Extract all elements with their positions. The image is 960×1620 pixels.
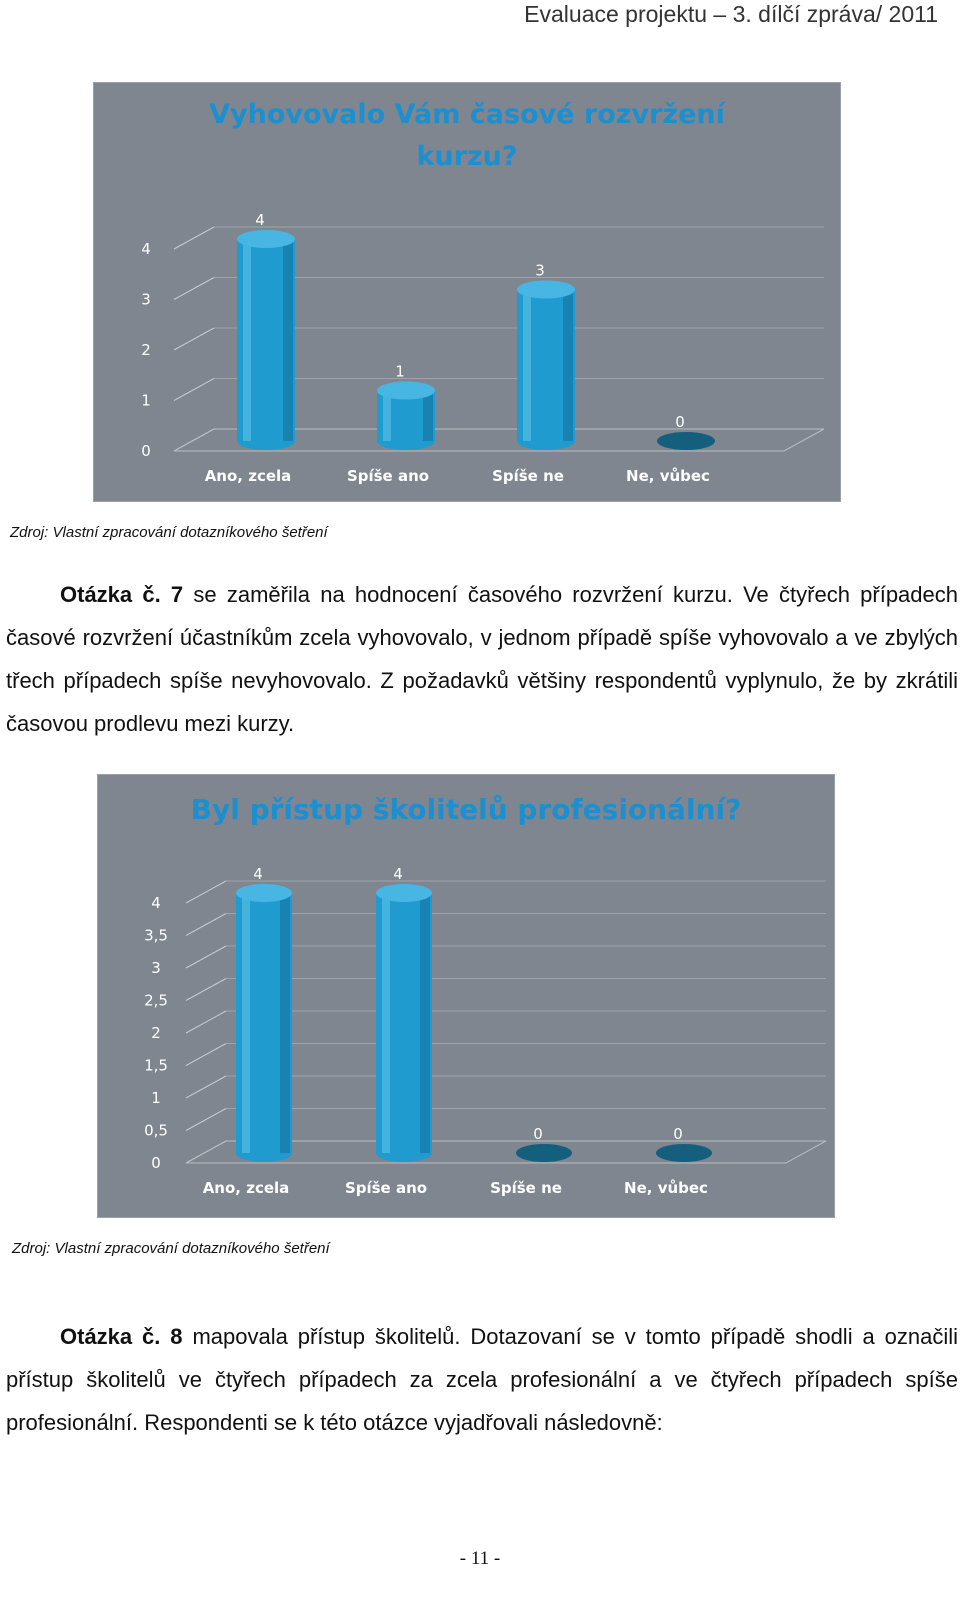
bar-highlight [243,239,251,441]
bar-highlight [383,390,391,441]
y-tick-label: 1 [151,1089,161,1107]
question-8-paragraph: Otázka č. 8 mapovala přístup školitelů. … [6,1315,958,1444]
y-tick-label: 3 [141,291,151,309]
y-tick-label: 3 [151,959,161,977]
bar [377,381,435,450]
y-tick-label: 4 [141,240,151,258]
bar-shade [423,390,433,441]
y-tick-label: 0 [151,1154,161,1172]
bar-top [656,1144,712,1162]
chart-floor [185,1140,827,1164]
category-label: Spíše ano [347,467,429,485]
gridline-side [173,378,215,401]
bar-body [237,239,295,450]
gridline-side [185,1108,227,1131]
y-tick-label: 2,5 [144,992,168,1010]
chart-source-note: Zdroj: Vlastní zpracování dotazníkového … [10,524,328,541]
bar-top [377,381,435,400]
bar-body [377,390,435,450]
bar-shade [280,893,290,1153]
question-7-label: Otázka č. 7 [60,582,184,607]
category-label: Spíše ne [492,467,564,485]
bar-body [517,289,575,450]
data-label: 4 [255,211,265,229]
y-tick-label: 1,5 [144,1057,168,1075]
chart-title-line: Vyhovovalo Vám časové rozvržení [209,99,727,130]
bar [236,884,292,1162]
bar-shade [420,893,430,1153]
question-8-text: mapovala přístup školitelů. Dotazovaní s… [6,1324,958,1435]
data-label: 3 [535,262,545,280]
category-label: Spíše ne [490,1179,562,1197]
data-label: 0 [675,413,685,431]
gridline-side [185,913,227,936]
y-tick-label: 3,5 [144,927,168,945]
bar [656,1144,712,1162]
bar-top [237,230,295,248]
bar-highlight [242,893,250,1153]
chart-title-line: kurzu? [416,141,517,172]
bar [516,1144,572,1162]
chart-trainer-approach-svg: Byl přístup školitelů profesionální? 0 0,5… [144,793,827,1197]
y-tick-label: 2 [141,341,151,359]
gridline-side [185,1043,227,1066]
data-label: 0 [533,1125,543,1143]
data-label: 4 [393,865,403,883]
chart-floor [173,428,825,452]
category-label: Ne, vůbec [626,467,710,485]
category-label: Spíše ano [345,1179,427,1197]
question-7-paragraph: Otázka č. 7 se zaměřila na hodnocení čas… [6,573,958,745]
data-label: 4 [253,865,263,883]
bar [376,884,432,1162]
bar-shade [563,289,573,441]
y-tick-label: 0 [141,442,151,460]
chart-trainer-approach: Byl přístup školitelů profesionální? 0 0,5… [97,774,835,1218]
page-header: Evaluace projektu – 3. dílčí zpráva/ 201… [524,1,938,27]
bar-highlight [382,893,390,1153]
chart-time-schedule: Vyhovovalo Vám časové rozvržení kurzu? 0 1 2… [93,82,841,502]
gridline-side [173,327,215,351]
question-8-label: Otázka č. 8 [60,1324,183,1349]
gridline-side [185,1010,227,1034]
gridline-side [185,880,227,904]
chart-time-schedule-svg: Vyhovovalo Vám časové rozvržení kurzu? 0 1 2… [141,99,825,485]
category-label: Ne, vůbec [624,1179,708,1197]
category-label: Ano, zcela [205,467,292,485]
bar-top [376,884,432,902]
chart-source-note: Zdroj: Vlastní zpracování dotazníkového … [12,1240,330,1257]
data-label: 1 [395,363,405,381]
bar [517,280,575,450]
data-label: 0 [673,1125,683,1143]
bar-shade [283,239,293,441]
y-tick-label: 0,5 [144,1122,168,1140]
y-tick-label: 2 [151,1024,161,1042]
bar [237,230,295,450]
bar-top [516,1144,572,1162]
bar-top [517,280,575,299]
y-tick-label: 1 [141,392,151,410]
chart-title-line: Byl přístup školitelů profesionální? [191,793,742,826]
gridline-side [173,226,215,250]
gridline-side [185,945,227,969]
bar-top [236,884,292,902]
page-number: - 11 - [459,1548,501,1569]
gridline-side [173,277,215,300]
y-tick-label: 4 [151,894,161,912]
bar-highlight [523,289,531,441]
bar-top [657,432,715,450]
category-label: Ano, zcela [203,1179,290,1197]
bar [657,432,715,450]
gridline-side [185,1075,227,1099]
question-7-text: se zaměřila na hodnocení časového rozvrž… [6,582,958,736]
gridline-side [185,978,227,1001]
